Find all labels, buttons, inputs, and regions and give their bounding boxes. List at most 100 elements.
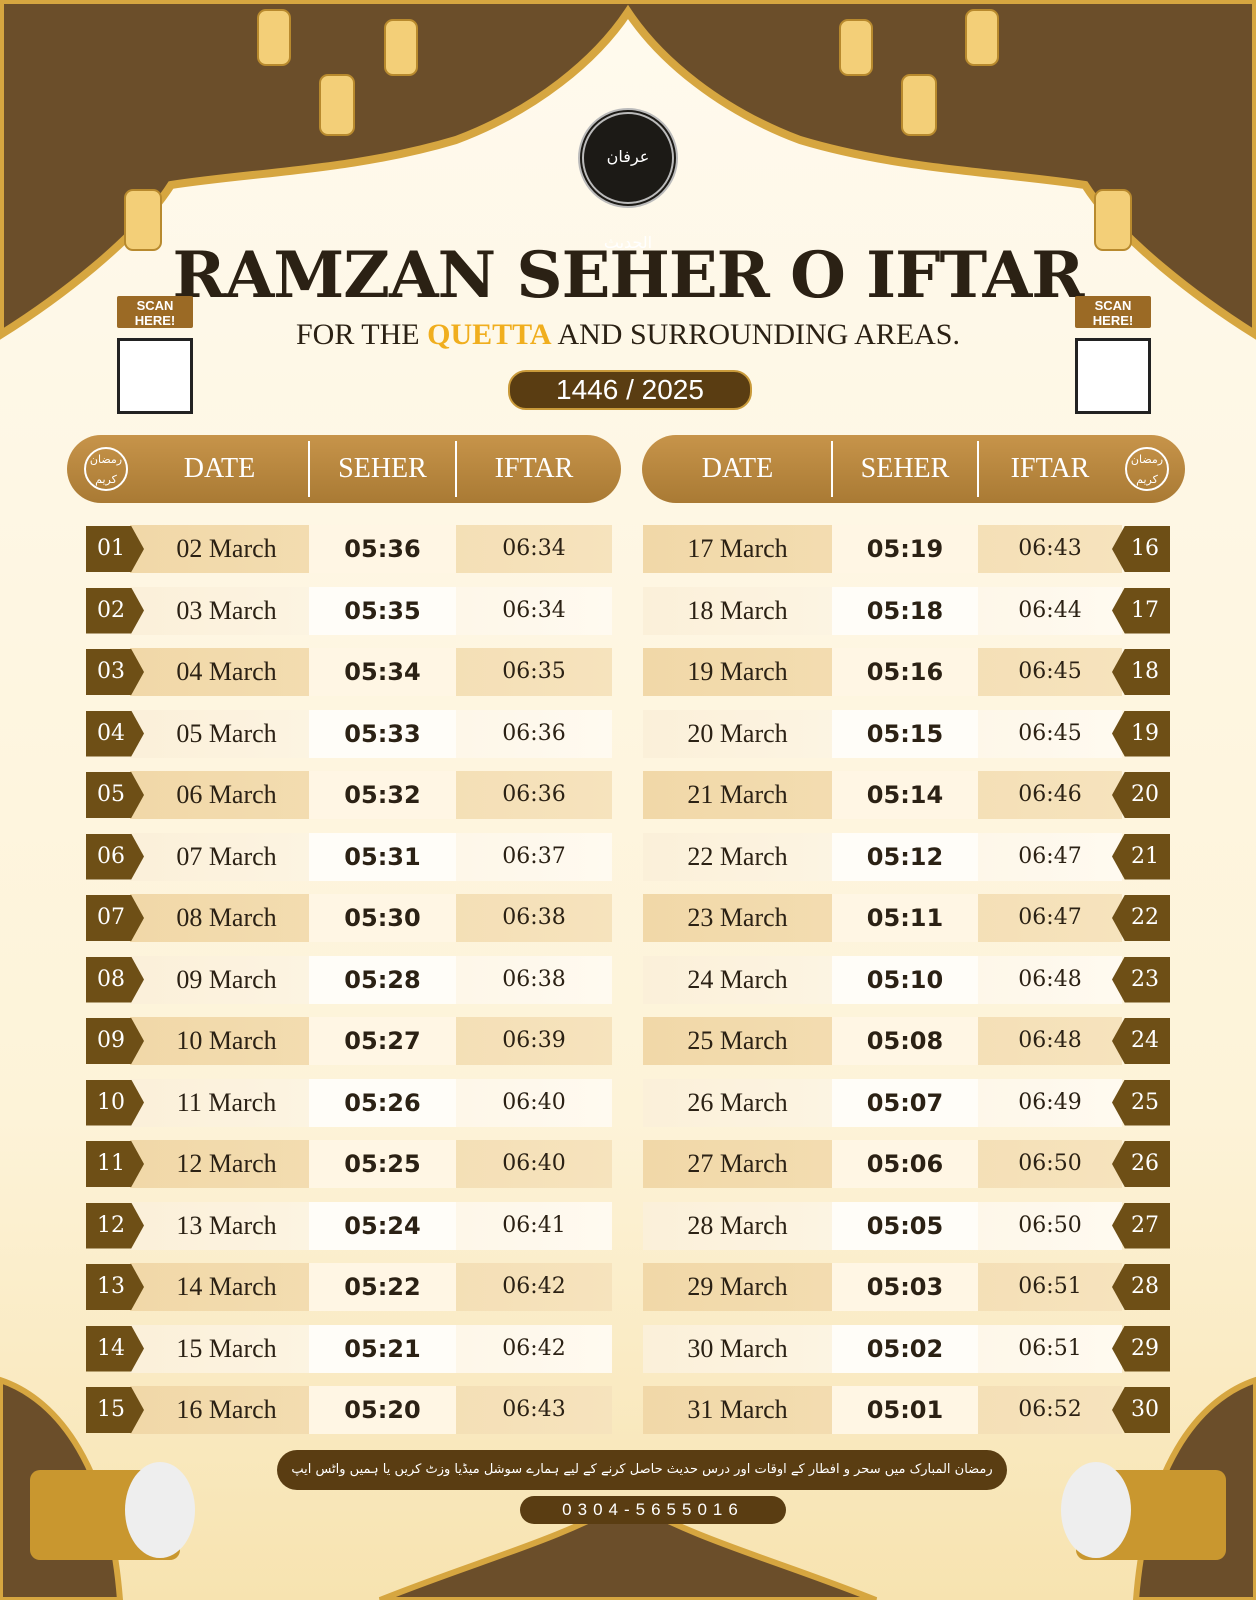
iftar-cell: 06:39 <box>502 1028 566 1053</box>
seher-column-bg <box>832 1201 978 1250</box>
seher-cell: 05:20 <box>344 1396 421 1424</box>
day-number: 03 <box>86 649 144 695</box>
header-separator <box>308 441 310 497</box>
day-number: 10 <box>86 1079 144 1126</box>
seher-cell: 05:26 <box>344 1088 421 1117</box>
seher-cell: 05:19 <box>866 535 944 563</box>
top-arch <box>0 0 1256 340</box>
seher-cell: 05:06 <box>866 1150 944 1178</box>
iftar-cell: 06:45 <box>1018 659 1082 684</box>
day-number: 27 <box>1112 1202 1170 1249</box>
day-number: 16 <box>1112 526 1170 572</box>
date-cell: 02 March <box>176 534 277 563</box>
seher-column-bg <box>309 1017 456 1065</box>
seher-column-bg <box>309 1078 456 1127</box>
seher-column-bg <box>309 1263 456 1311</box>
seher-column-bg <box>832 1324 978 1373</box>
date-cell: 21 March <box>687 780 788 809</box>
day-number: 23 <box>1112 956 1170 1003</box>
day-number: 02 <box>86 587 144 634</box>
iftar-cell: 06:48 <box>1018 1028 1082 1053</box>
date-cell: 30 March <box>687 1333 788 1363</box>
day-number: 22 <box>1112 895 1170 941</box>
date-cell: 13 March <box>176 1210 277 1240</box>
date-cell: 05 March <box>176 718 277 748</box>
iftar-cell: 06:42 <box>502 1335 566 1361</box>
date-cell: 28 March <box>687 1210 788 1240</box>
seher-cell: 05:32 <box>344 781 421 809</box>
seher-column-bg <box>832 648 978 696</box>
seher-cell: 05:33 <box>344 719 421 748</box>
iftar-cell: 06:40 <box>502 1089 566 1115</box>
seher-column-bg <box>832 894 978 942</box>
ramadan-badge: رمضان کریم <box>1125 447 1169 491</box>
day-number: 18 <box>1112 649 1170 695</box>
seher-cell: 05:31 <box>344 842 421 871</box>
seher-column-bg <box>309 955 456 1004</box>
ramadan-badge: رمضان کریم <box>84 447 128 491</box>
seher-column-bg <box>832 832 978 881</box>
iftar-cell: 06:51 <box>1018 1335 1082 1361</box>
seher-column-bg <box>832 1386 978 1434</box>
iftar-cell: 06:36 <box>502 782 566 807</box>
iftar-cell: 06:34 <box>502 597 566 623</box>
date-cell: 27 March <box>687 1149 788 1178</box>
seher-column-bg <box>832 709 978 758</box>
date-cell: 11 March <box>176 1087 277 1117</box>
iftar-cell: 06:47 <box>1018 843 1082 869</box>
date-cell: 22 March <box>687 841 788 871</box>
day-number: 25 <box>1112 1079 1170 1126</box>
lanterns <box>124 9 1132 251</box>
seher-cell: 05:12 <box>866 842 944 871</box>
date-cell: 14 March <box>176 1272 277 1301</box>
date-cell: 04 March <box>176 657 277 686</box>
iftar-cell: 06:45 <box>1018 720 1082 746</box>
seher-cell: 05:08 <box>866 1027 944 1055</box>
day-number: 13 <box>86 1264 144 1310</box>
seher-cell: 05:27 <box>344 1027 421 1055</box>
day-number: 30 <box>1112 1387 1170 1433</box>
iftar-cell: 06:47 <box>1018 905 1082 930</box>
iftar-cell: 06:43 <box>502 1397 566 1422</box>
day-number: 07 <box>86 895 144 941</box>
column-header: DATE <box>183 453 256 484</box>
table-header <box>642 435 1185 503</box>
seher-column-bg <box>309 1324 456 1373</box>
seher-cell: 05:22 <box>344 1273 421 1301</box>
seher-cell: 05:02 <box>866 1334 944 1363</box>
seher-cell: 05:14 <box>866 781 944 809</box>
day-number: 04 <box>86 710 144 757</box>
day-number: 17 <box>1112 587 1170 634</box>
header-separator <box>455 441 457 497</box>
seher-cell: 05:30 <box>344 904 421 932</box>
seher-column-bg <box>309 586 456 635</box>
iftar-cell: 06:37 <box>502 843 566 869</box>
seher-cell: 05:21 <box>344 1334 421 1363</box>
seher-column-bg <box>309 1140 456 1188</box>
date-cell: 18 March <box>687 595 788 625</box>
subtitle-city: QUETTA <box>427 318 552 351</box>
column-header: SEHER <box>860 453 950 484</box>
seher-column-bg <box>309 832 456 881</box>
seher-cell: 05:07 <box>866 1088 944 1117</box>
seher-column-bg <box>832 586 978 635</box>
column-header: SEHER <box>338 453 427 484</box>
day-number: 05 <box>86 772 144 818</box>
seher-cell: 05:35 <box>344 596 421 625</box>
day-number: 20 <box>1112 772 1170 818</box>
logo: عرفان الحدیث <box>578 108 678 252</box>
iftar-cell: 06:35 <box>502 659 566 684</box>
seher-column-bg <box>832 525 978 573</box>
seher-cell: 05:36 <box>344 535 421 563</box>
iftar-cell: 06:50 <box>1018 1212 1082 1238</box>
seher-cell: 05:01 <box>866 1396 944 1424</box>
seher-cell: 05:05 <box>866 1211 944 1240</box>
day-number: 12 <box>86 1202 144 1249</box>
seher-column-bg <box>309 1201 456 1250</box>
iftar-cell: 06:46 <box>1018 782 1082 807</box>
date-cell: 15 March <box>176 1333 277 1363</box>
day-number: 29 <box>1112 1325 1170 1372</box>
qr-code[interactable] <box>1075 338 1151 414</box>
qr-code[interactable] <box>117 338 193 414</box>
